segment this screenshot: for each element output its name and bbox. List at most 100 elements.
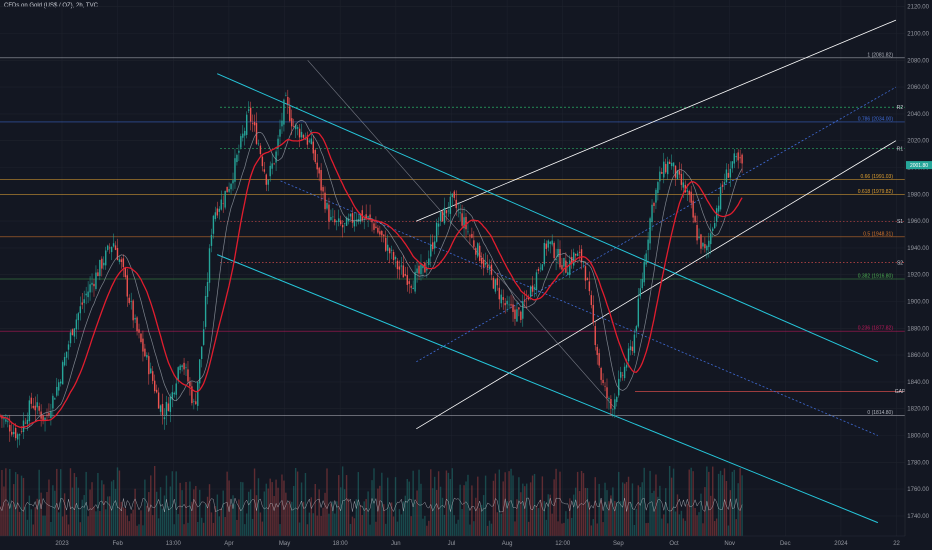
volume-bar (134, 488, 136, 536)
volume-bar (247, 491, 250, 536)
volume-bar (287, 503, 289, 536)
candle-body (418, 265, 420, 274)
volume-bar (285, 492, 287, 536)
volume-bar (639, 487, 641, 536)
volume-bar (445, 470, 448, 536)
volume-bar (659, 485, 661, 536)
volume-bar (502, 481, 504, 536)
volume-bar (457, 519, 459, 536)
candle-body (651, 204, 653, 223)
candle-body (300, 131, 303, 138)
volume-bar (99, 511, 101, 536)
volume-bar (226, 471, 228, 536)
candle-body (150, 368, 152, 374)
volume-bar (310, 497, 313, 536)
volume-bar (294, 467, 297, 536)
volume-bar (261, 521, 264, 536)
candle-body (522, 301, 524, 319)
price-tick-label: 1780.00 (907, 460, 929, 466)
candle-body (208, 248, 211, 283)
volume-bar (169, 486, 172, 536)
volume-bar (112, 479, 115, 536)
volume-bar (514, 521, 516, 536)
candle-body (433, 241, 436, 249)
candle-body (50, 411, 52, 418)
candle-body (13, 431, 15, 435)
volume-bar (612, 487, 614, 536)
volume-bar (616, 501, 618, 536)
time-tick-label: May (279, 541, 290, 547)
volume-bar (392, 516, 395, 536)
volume-bar (522, 483, 524, 536)
time-tick-label: Dec (780, 541, 791, 547)
volume-bar (508, 471, 510, 536)
pivot-label: R1 (897, 146, 904, 152)
candle-body (379, 231, 381, 235)
volume-bar (308, 512, 311, 536)
candle-body (443, 207, 446, 224)
volume-bar (398, 509, 401, 536)
volume-bar (633, 524, 636, 536)
volume-bar (67, 524, 70, 536)
volume-bar (3, 486, 5, 536)
candle-body (649, 218, 651, 244)
volume-bar (694, 507, 696, 536)
volume-bar (710, 495, 712, 536)
candle-body (533, 287, 536, 290)
volume-bar (324, 492, 326, 536)
volume-bar (588, 501, 591, 536)
volume-bar (146, 505, 148, 536)
candle-body (449, 196, 452, 214)
volume-bar (73, 473, 76, 536)
volume-bar (363, 501, 365, 536)
candle-body (482, 260, 485, 268)
volume-bar (306, 524, 309, 536)
candle-body (345, 217, 348, 226)
volume-bar (171, 471, 174, 536)
candle-body (541, 264, 544, 271)
volume-bar (535, 505, 538, 536)
candle-body (77, 313, 80, 321)
candle-body (584, 266, 587, 281)
volume-bar (721, 475, 724, 536)
volume-bar (614, 500, 616, 536)
candle-body (169, 396, 172, 412)
volume-bar (610, 495, 612, 536)
candle-body (106, 245, 109, 250)
candle-body (134, 318, 136, 320)
candle-body (148, 356, 150, 375)
volume-bar (631, 483, 634, 536)
candle-body (285, 95, 287, 96)
volume-bar (263, 491, 266, 536)
volume-bar (77, 487, 80, 536)
candle-body (623, 366, 626, 379)
candle-body (287, 96, 289, 105)
candle-body (110, 246, 113, 253)
volume-bar (152, 515, 154, 536)
candle-body (612, 409, 614, 411)
volume-bar (439, 486, 442, 536)
volume-bar (741, 475, 743, 536)
volume-bar (649, 470, 651, 536)
volume-bar (159, 487, 162, 536)
candle-body (706, 245, 708, 251)
candle-body (518, 307, 520, 310)
volume-bar (1, 469, 3, 536)
volume-bar (353, 518, 356, 536)
candle-body (723, 182, 726, 185)
volume-bar (500, 513, 502, 536)
volume-bar (388, 507, 391, 536)
candle-body (97, 272, 99, 277)
candle-body (559, 249, 561, 268)
candle-body (9, 424, 11, 432)
candle-body (506, 300, 508, 305)
volume-bar (549, 494, 551, 536)
volume-bar (541, 476, 544, 536)
candle-body (375, 226, 377, 229)
volume-bar (116, 467, 119, 536)
volume-bar (83, 495, 85, 536)
volume-bar (238, 499, 240, 536)
price-tick-label: 1880.00 (907, 326, 929, 332)
candle-body (120, 259, 123, 262)
